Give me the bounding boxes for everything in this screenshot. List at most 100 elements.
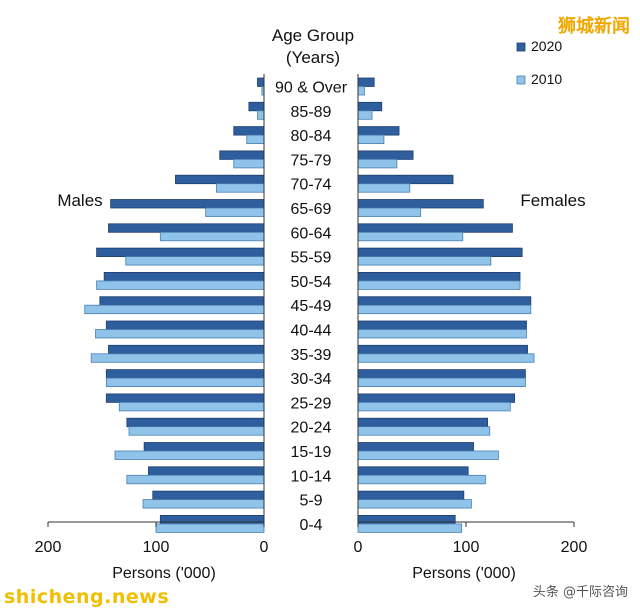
bar-female-2020 [357, 344, 528, 355]
bar-male-2010 [142, 499, 265, 509]
females-label: Females [520, 191, 585, 210]
age-group-label: 35-39 [291, 347, 332, 364]
x-tick-label-females: 100 [453, 539, 480, 556]
center-title-line1: Age Group [272, 26, 354, 45]
bar-male-2010 [205, 207, 265, 217]
bar-female-2020 [357, 101, 383, 112]
age-group-label: 65-69 [291, 201, 332, 218]
bar-female-2020 [357, 77, 375, 87]
bar-female-2010 [357, 304, 532, 315]
age-group-label: 30-34 [291, 371, 332, 388]
age-group-label: 20-24 [291, 420, 332, 437]
watermark-bottom-right: 头条 @千际咨询 [532, 585, 628, 600]
males-label: Males [57, 191, 102, 210]
bar-female-2020 [357, 393, 516, 403]
bar-female-2010 [357, 134, 385, 145]
bar-female-2020 [357, 320, 527, 330]
bar-male-2010 [246, 134, 265, 145]
bar-male-2010 [95, 329, 265, 339]
bar-male-2010 [84, 304, 265, 315]
age-group-label: 75-79 [291, 152, 332, 169]
watermark-bottom-left: shicheng.news [4, 586, 170, 608]
age-group-label: 0-4 [299, 517, 322, 534]
age-group-label: 25-29 [291, 395, 332, 412]
bar-male-2020 [143, 442, 265, 452]
x-tick-label-males: 0 [260, 539, 269, 556]
bar-male-2020 [110, 199, 265, 209]
bar-male-2010 [159, 231, 265, 242]
x-tick-label-males: 100 [143, 539, 170, 556]
bar-female-2010 [357, 110, 373, 120]
legend-swatch-2020 [516, 42, 526, 52]
bar-male-2010 [125, 256, 265, 266]
age-group-label: 60-64 [291, 225, 332, 242]
bar-female-2020 [357, 417, 489, 428]
x-axis-title-males: Persons ('000) [112, 565, 216, 582]
bar-female-2020 [357, 442, 474, 452]
bar-male-2020 [105, 320, 265, 330]
bar-female-2020 [357, 271, 521, 282]
bar-female-2010 [357, 499, 472, 509]
bar-female-2010 [357, 158, 398, 169]
bar-male-2020 [103, 271, 265, 282]
bar-male-2020 [159, 515, 265, 525]
bar-male-2010 [118, 401, 265, 412]
bar-female-2020 [357, 150, 414, 160]
bar-male-2020 [105, 369, 265, 379]
bar-male-2010 [114, 450, 265, 460]
age-group-label: 70-74 [291, 177, 332, 194]
age-group-label: 90 & Over [275, 80, 348, 97]
age-group-label: 55-59 [291, 250, 332, 267]
bar-male-2020 [257, 77, 265, 87]
bar-male-2010 [257, 110, 265, 120]
bar-male-2020 [175, 174, 265, 185]
bar-male-2020 [108, 344, 265, 355]
bar-male-2020 [233, 126, 265, 136]
bar-male-2010 [96, 280, 265, 290]
bar-male-2010 [105, 377, 265, 388]
bar-male-2010 [216, 183, 265, 193]
age-group-label: 85-89 [291, 104, 332, 121]
x-axis-title-females: Persons ('000) [412, 565, 516, 582]
bar-female-2010 [357, 86, 365, 96]
bar-female-2020 [357, 296, 532, 306]
center-title-line2: (Years) [286, 48, 340, 67]
bar-male-2020 [152, 490, 265, 501]
legend-swatch-2010 [516, 75, 526, 85]
age-group-label: 15-19 [291, 444, 332, 461]
bar-female-2010 [357, 207, 422, 217]
bar-male-2020 [96, 247, 265, 258]
bar-female-2010 [357, 280, 521, 290]
age-group-label: 10-14 [291, 468, 332, 485]
bar-female-2010 [357, 426, 491, 436]
bar-female-2020 [357, 490, 465, 501]
x-tick-label-males: 200 [35, 539, 62, 556]
age-group-label: 50-54 [291, 274, 332, 291]
bar-male-2020 [99, 296, 265, 306]
x-tick-label-females: 200 [561, 539, 588, 556]
bar-female-2010 [357, 474, 486, 485]
bar-female-2020 [357, 247, 523, 258]
age-group-label: 45-49 [291, 298, 332, 315]
bar-male-2010 [126, 474, 265, 485]
bar-female-2010 [357, 450, 499, 460]
bar-female-2010 [357, 401, 511, 412]
bar-male-2010 [233, 158, 265, 169]
bar-female-2010 [357, 231, 464, 242]
bar-male-2020 [105, 393, 265, 403]
bar-female-2010 [357, 353, 535, 363]
bar-female-2020 [357, 466, 469, 476]
bar-male-2010 [155, 523, 265, 533]
x-tick-label-females: 0 [354, 539, 363, 556]
watermark-top-right: 狮城新闻 [558, 16, 630, 37]
age-group-label: 40-44 [291, 323, 332, 340]
bar-female-2010 [357, 377, 526, 388]
bar-male-2020 [148, 466, 265, 476]
bar-male-2010 [90, 353, 265, 363]
bar-female-2020 [357, 223, 513, 233]
bar-female-2010 [357, 256, 492, 266]
bar-female-2010 [357, 183, 411, 193]
bar-female-2020 [357, 369, 526, 379]
bar-female-2010 [357, 329, 527, 339]
